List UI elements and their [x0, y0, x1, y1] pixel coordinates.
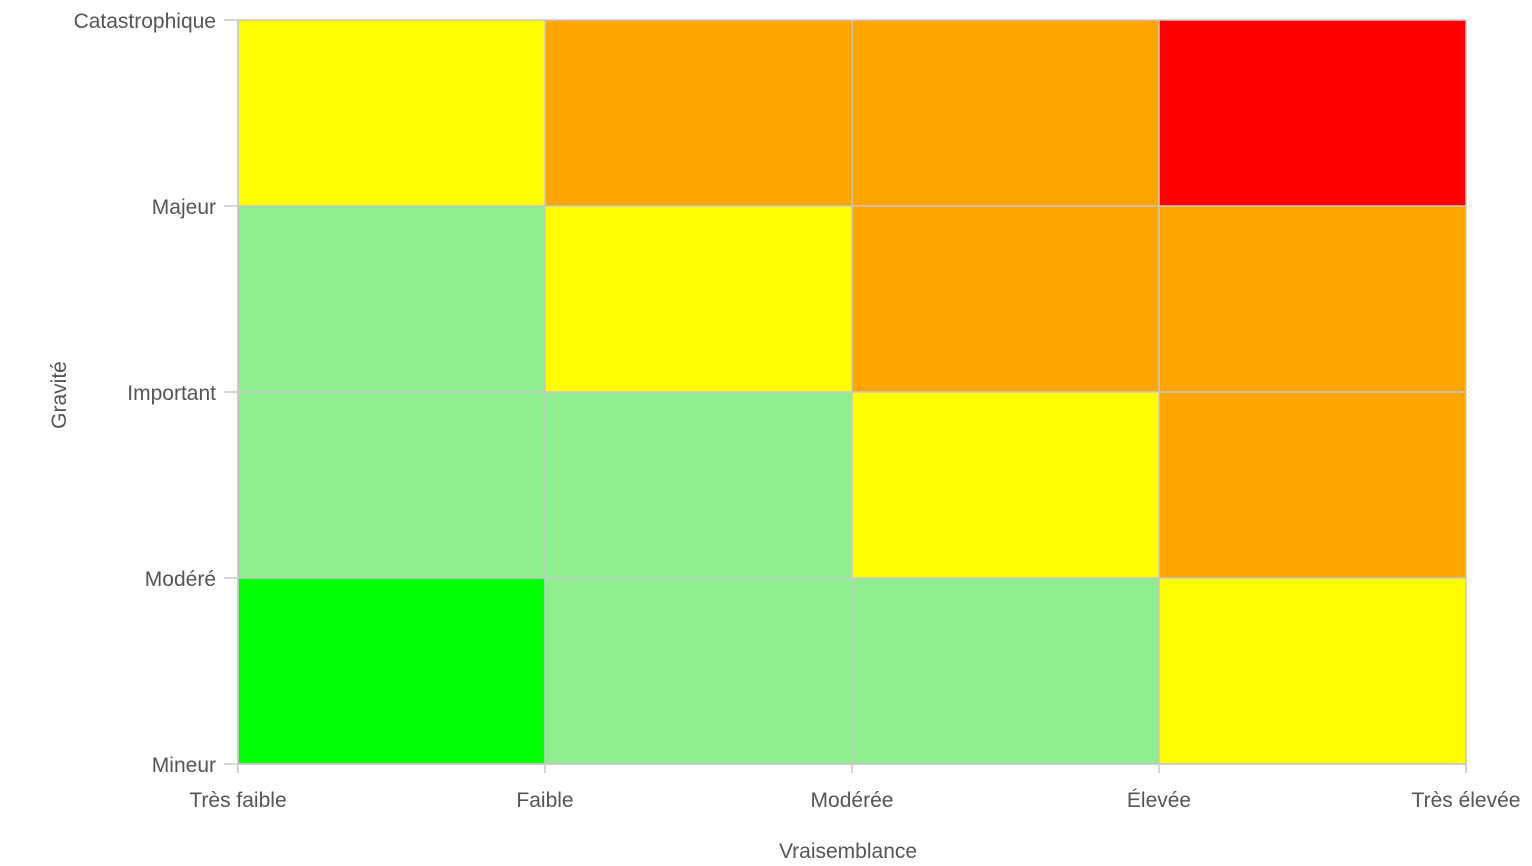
x-tick-label: Modérée [811, 789, 894, 812]
heatmap-cell-2-2 [852, 206, 1159, 392]
heatmap-cell-0-1 [238, 392, 545, 578]
heatmap-cell-1-0 [545, 578, 852, 764]
heatmap-cell-3-3 [1159, 20, 1466, 206]
y-tick-label: Important [127, 382, 216, 405]
heatmap-cell-3-1 [1159, 392, 1466, 578]
y-tick-label: Catastrophique [74, 10, 216, 33]
x-tick-label: Très faible [189, 789, 286, 812]
heatmap-cell-2-1 [852, 392, 1159, 578]
heatmap-cell-1-3 [545, 20, 852, 206]
x-axis-title: Vraisemblance [779, 840, 917, 863]
x-tick-label: Faible [516, 789, 573, 812]
x-axis-ticks: Très faible Faible Modérée Élevée Très élevé… [189, 764, 1520, 812]
y-axis-title: Gravité [48, 361, 71, 429]
heatmap-cell-2-3 [852, 20, 1159, 206]
heatmap-cell-3-2 [1159, 206, 1466, 392]
heatmap-cell-0-2 [238, 206, 545, 392]
heatmap-cell-0-0 [238, 578, 545, 764]
heatmap-cell-2-0 [852, 578, 1159, 764]
heatmap-cell-1-1 [545, 392, 852, 578]
heatmap-cells [238, 20, 1466, 764]
heatmap-cell-0-3 [238, 20, 545, 206]
y-axis-ticks: Mineur Modéré Important Majeur Catastrophiqu… [74, 10, 238, 777]
y-tick-label: Majeur [152, 196, 216, 219]
x-tick-label: Élevée [1127, 789, 1191, 812]
y-tick-label: Modéré [145, 568, 216, 591]
heatmap-cell-1-2 [545, 206, 852, 392]
x-tick-label: Très élevée [1412, 789, 1521, 812]
heatmap-cell-3-0 [1159, 578, 1466, 764]
y-tick-label: Mineur [152, 754, 216, 777]
